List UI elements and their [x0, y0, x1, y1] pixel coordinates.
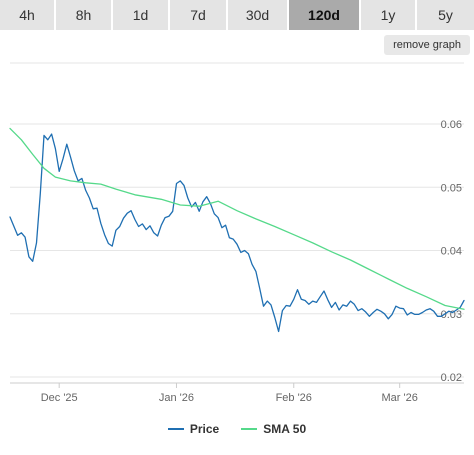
- tab-7d[interactable]: 7d: [170, 0, 228, 30]
- legend-swatch-sma: [241, 428, 258, 430]
- tab-30d[interactable]: 30d: [228, 0, 289, 30]
- y-tick-label: 0.04: [441, 246, 462, 258]
- legend-label-price: Price: [189, 422, 220, 436]
- legend-label-sma: SMA 50: [263, 422, 307, 436]
- y-tick-label: 0.05: [441, 182, 462, 194]
- legend: Price SMA 50: [0, 418, 474, 440]
- tab-8h[interactable]: 8h: [56, 0, 113, 30]
- x-tick-label: Feb '26: [276, 392, 312, 404]
- legend-item-sma[interactable]: SMA 50: [241, 422, 306, 436]
- sma-line: [9, 127, 465, 310]
- y-tick-label: 0.06: [441, 119, 462, 131]
- price-chart: 0.06 0.05 0.04 0.03 0.02 Dec '25 Jan '26 Feb '2…: [9, 62, 465, 404]
- timeframe-tabs: 4h 8h 1d 7d 30d 120d 1y 5y: [0, 0, 474, 30]
- legend-swatch-price: [167, 428, 184, 430]
- x-tick-label: Mar '26: [382, 392, 418, 404]
- tab-120d[interactable]: 120d: [289, 0, 361, 30]
- tab-5y[interactable]: 5y: [417, 0, 474, 30]
- y-tick-label: 0.03: [441, 309, 462, 321]
- x-tick-label: Jan '26: [159, 392, 194, 404]
- remove-graph-button[interactable]: remove graph: [384, 35, 470, 55]
- legend-item-price[interactable]: Price: [167, 422, 220, 436]
- tab-4h[interactable]: 4h: [0, 0, 56, 30]
- x-tick-label: Dec '25: [41, 392, 78, 404]
- y-tick-label: 0.02: [441, 372, 462, 384]
- price-line: [9, 133, 465, 333]
- tab-1d[interactable]: 1d: [113, 0, 170, 30]
- tab-1y[interactable]: 1y: [361, 0, 417, 30]
